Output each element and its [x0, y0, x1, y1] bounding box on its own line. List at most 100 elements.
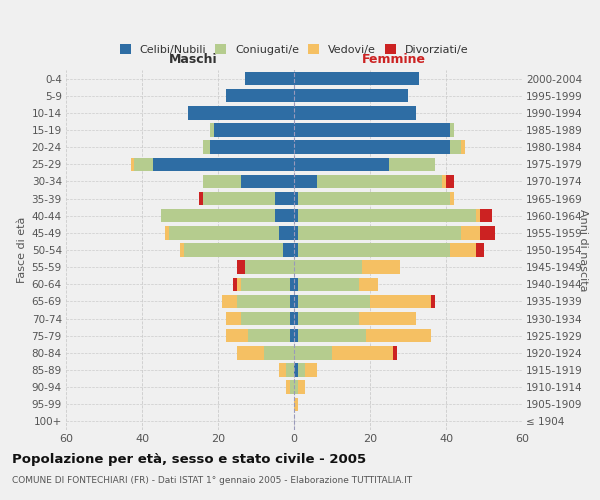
Bar	[199, 192, 203, 205]
Bar	[294, 209, 298, 222]
Bar	[245, 72, 294, 86]
Bar	[290, 329, 294, 342]
Bar	[294, 278, 298, 291]
Bar	[211, 124, 214, 136]
Bar	[294, 158, 389, 171]
Bar	[480, 209, 491, 222]
Bar	[222, 294, 237, 308]
Bar	[294, 346, 332, 360]
Bar	[298, 244, 450, 256]
Bar	[294, 174, 317, 188]
Bar	[294, 294, 298, 308]
Bar	[241, 174, 294, 188]
Bar	[275, 192, 294, 205]
Bar	[431, 294, 434, 308]
Bar	[165, 226, 169, 239]
Bar	[154, 158, 294, 171]
Text: Femmine: Femmine	[362, 54, 427, 66]
Bar	[298, 312, 359, 326]
Bar	[203, 140, 211, 154]
Bar	[298, 192, 450, 205]
Bar	[298, 329, 366, 342]
Bar	[450, 244, 476, 256]
Bar	[131, 158, 134, 171]
Bar	[290, 380, 294, 394]
Bar	[237, 260, 245, 274]
Legend: Celibi/Nubili, Coniugati/e, Vedovi/e, Divorziati/e: Celibi/Nubili, Coniugati/e, Vedovi/e, Di…	[115, 40, 473, 59]
Bar	[298, 209, 476, 222]
Bar	[389, 158, 434, 171]
Text: Popolazione per età, sesso e stato civile - 2005: Popolazione per età, sesso e stato civil…	[12, 452, 366, 466]
Bar	[161, 209, 275, 222]
Bar	[226, 329, 248, 342]
Bar	[362, 260, 400, 274]
Bar	[237, 278, 241, 291]
Bar	[359, 312, 416, 326]
Y-axis label: Anni di nascita: Anni di nascita	[578, 209, 589, 291]
Bar	[359, 278, 377, 291]
Bar	[286, 364, 294, 376]
Bar	[188, 106, 294, 120]
Bar	[283, 244, 294, 256]
Bar	[169, 226, 279, 239]
Text: Maschi: Maschi	[169, 54, 218, 66]
Bar	[294, 72, 419, 86]
Bar	[290, 294, 294, 308]
Bar	[245, 260, 294, 274]
Bar	[294, 226, 298, 239]
Bar	[294, 364, 298, 376]
Bar	[263, 346, 294, 360]
Bar	[203, 192, 275, 205]
Bar	[294, 140, 450, 154]
Bar	[248, 329, 290, 342]
Bar	[294, 89, 408, 102]
Bar	[370, 294, 431, 308]
Bar	[294, 106, 416, 120]
Bar	[211, 140, 294, 154]
Bar	[298, 364, 305, 376]
Bar	[305, 364, 317, 376]
Bar	[450, 124, 454, 136]
Bar	[294, 260, 362, 274]
Bar	[294, 380, 298, 394]
Bar	[203, 174, 241, 188]
Bar	[446, 174, 454, 188]
Bar	[286, 380, 290, 394]
Bar	[241, 312, 290, 326]
Bar	[294, 329, 298, 342]
Bar	[294, 124, 450, 136]
Bar	[294, 398, 298, 411]
Bar	[298, 380, 305, 394]
Y-axis label: Fasce di età: Fasce di età	[17, 217, 28, 283]
Bar	[241, 278, 290, 291]
Bar	[279, 364, 286, 376]
Bar	[298, 294, 370, 308]
Bar	[461, 226, 480, 239]
Bar	[317, 174, 442, 188]
Bar	[294, 312, 298, 326]
Bar	[134, 158, 154, 171]
Bar	[294, 244, 298, 256]
Bar	[298, 278, 359, 291]
Bar	[275, 209, 294, 222]
Bar	[214, 124, 294, 136]
Bar	[226, 89, 294, 102]
Bar	[184, 244, 283, 256]
Bar	[450, 140, 461, 154]
Bar	[226, 312, 241, 326]
Bar	[290, 278, 294, 291]
Bar	[442, 174, 446, 188]
Bar	[298, 226, 461, 239]
Bar	[233, 278, 237, 291]
Bar	[279, 226, 294, 239]
Bar	[366, 329, 431, 342]
Text: COMUNE DI FONTECHIARI (FR) - Dati ISTAT 1° gennaio 2005 - Elaborazione TUTTITALI: COMUNE DI FONTECHIARI (FR) - Dati ISTAT …	[12, 476, 412, 485]
Bar	[476, 244, 484, 256]
Bar	[180, 244, 184, 256]
Bar	[450, 192, 454, 205]
Bar	[393, 346, 397, 360]
Bar	[461, 140, 465, 154]
Bar	[237, 294, 290, 308]
Bar	[480, 226, 496, 239]
Bar	[476, 209, 480, 222]
